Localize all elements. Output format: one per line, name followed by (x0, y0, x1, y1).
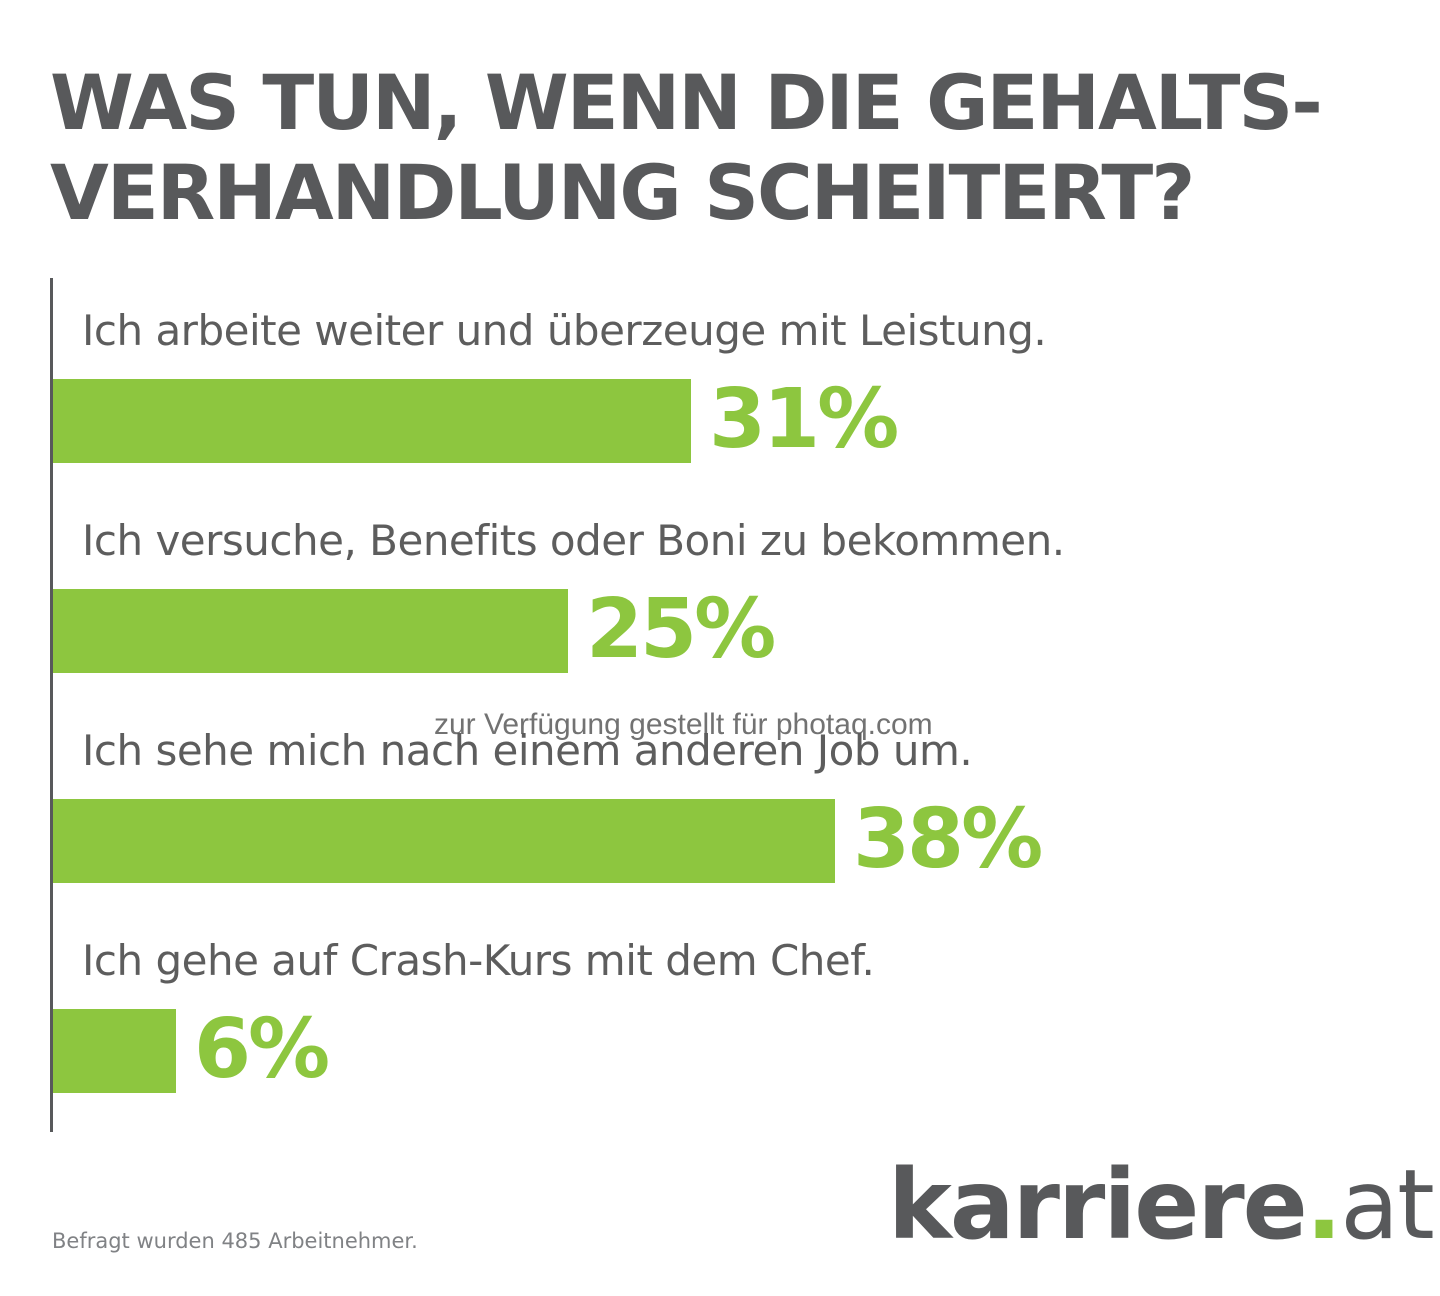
watermark-text: zur Verfügung gestellt für photaq.com (434, 708, 933, 741)
category-label-1: Ich arbeite weiter und überzeuge mit Lei… (82, 306, 1047, 355)
chart-axis-line (50, 278, 53, 1132)
karriere-at-logo: karriere.at (888, 1149, 1435, 1261)
value-label-2: 25% (586, 582, 776, 677)
logo-brand: karriere (888, 1149, 1308, 1261)
value-label-1: 31% (709, 372, 899, 467)
title-line-1: WAS TUN, WENN DIE GEHALTS- (50, 58, 1323, 147)
bar-3 (53, 799, 835, 883)
category-label-4: Ich gehe auf Crash-Kurs mit dem Chef. (82, 936, 875, 985)
bar-1 (53, 379, 691, 463)
category-label-3: Ich sehe mich nach einem anderen Job um. (82, 726, 973, 775)
logo-tld: at (1340, 1149, 1434, 1261)
bar-2 (53, 589, 568, 673)
category-label-2: Ich versuche, Benefits oder Boni zu beko… (82, 516, 1065, 565)
value-label-4: 6% (194, 1002, 330, 1097)
logo-dot: . (1305, 1149, 1342, 1261)
survey-footnote: Befragt wurden 485 Arbeitnehmer. (52, 1229, 418, 1253)
page-title: WAS TUN, WENN DIE GEHALTS- VERHANDLUNG S… (50, 58, 1323, 238)
title-line-2: VERHANDLUNG SCHEITERT? (50, 148, 1195, 237)
bar-4 (53, 1009, 176, 1093)
value-label-3: 38% (853, 792, 1043, 887)
